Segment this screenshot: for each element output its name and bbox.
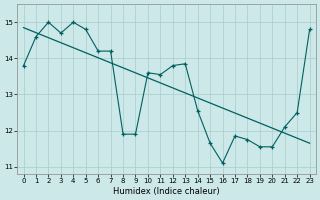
X-axis label: Humidex (Indice chaleur): Humidex (Indice chaleur) xyxy=(113,187,220,196)
